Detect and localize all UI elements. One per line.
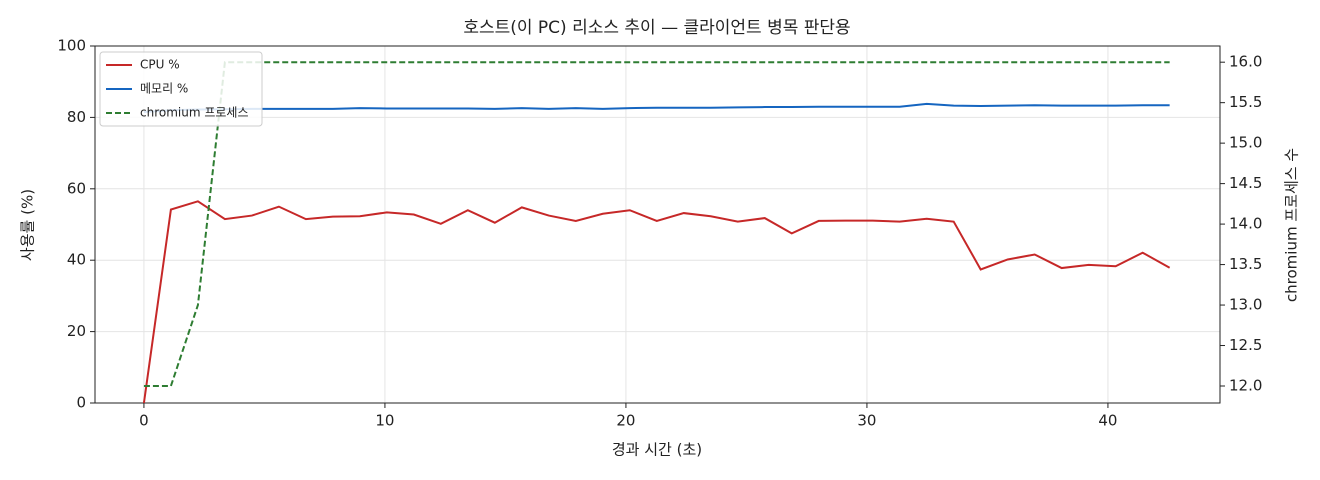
y2-tick-label: 13.0: [1229, 296, 1262, 314]
y2-tick-label: 14.0: [1229, 215, 1262, 233]
y2-tick-label: 16.0: [1229, 53, 1262, 71]
y2-tick-label: 15.5: [1229, 93, 1262, 111]
x-axis-label: 경과 시간 (초): [612, 441, 702, 459]
series-line: [143, 61, 1170, 387]
y2-tick-label: 13.5: [1229, 255, 1262, 273]
plot-frame: [94, 45, 1221, 404]
y-tick-label: 80: [67, 108, 86, 126]
x-tick-label: 40: [1098, 412, 1117, 430]
legend: CPU % 메모리 % chromium 프로세스: [99, 51, 263, 127]
series-line: [143, 102, 1170, 114]
series-line: [142, 200, 1171, 404]
y-tick-label: 60: [67, 179, 86, 197]
x-tick-label: 30: [857, 412, 876, 430]
y2-tick-label: 12.0: [1229, 377, 1262, 395]
y-tick-label: 40: [67, 251, 86, 269]
x-tick-label: 10: [375, 412, 394, 430]
legend-label: 메모리 %: [140, 82, 188, 96]
x-tick-label: 0: [139, 412, 149, 430]
y2-tick-label: 12.5: [1229, 336, 1262, 354]
y-tick-label: 0: [76, 394, 86, 412]
y2-tick-label: 15.0: [1229, 134, 1262, 152]
chart-title: 호스트(이 PC) 리소스 추이 — 클라이언트 병목 판단용: [463, 18, 850, 38]
y-tick-label: 100: [57, 37, 86, 55]
y2-tick-label: 14.5: [1229, 174, 1262, 192]
legend-label: chromium 프로세스: [140, 106, 249, 120]
y2-axis-label: chromium 프로세스 수: [1283, 148, 1301, 302]
legend-box: [99, 51, 263, 127]
x-tick-label: 20: [616, 412, 635, 430]
y-tick-label: 20: [67, 322, 86, 340]
legend-label: CPU %: [140, 58, 180, 72]
y-axis-label: 사용률 (%): [19, 189, 37, 261]
